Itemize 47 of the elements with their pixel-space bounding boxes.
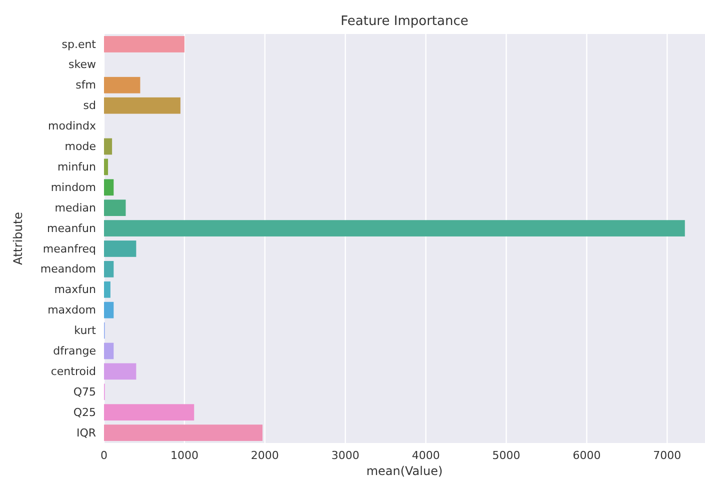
bar [104, 363, 136, 380]
x-tick-label: 3000 [331, 448, 360, 462]
x-tick-label: 6000 [572, 448, 601, 462]
y-tick-label: kurt [74, 324, 97, 338]
bar [104, 302, 114, 318]
y-tick-label: minfun [57, 160, 96, 174]
bar [104, 342, 114, 360]
y-tick-label: Q75 [73, 385, 96, 398]
y-tick-label: meandom [40, 262, 96, 276]
x-tick-label: 5000 [492, 448, 520, 462]
x-tick-label: 2000 [250, 448, 279, 462]
y-tick-label: mindom [50, 180, 96, 194]
bar [104, 281, 110, 298]
bar [104, 260, 114, 278]
bar [104, 240, 136, 257]
bar [104, 179, 114, 196]
y-tick-label: sd [83, 99, 96, 112]
bar [104, 404, 194, 421]
bar [104, 97, 180, 114]
y-tick-label: centroid [50, 364, 96, 378]
x-axis-title: mean(Value) [366, 464, 443, 478]
y-tick-label: mode [64, 140, 96, 153]
y-tick-label: skew [68, 58, 96, 72]
y-tick-label: sp.ent [62, 38, 97, 51]
y-tick-label: maxdom [48, 304, 96, 317]
y-tick-label: median [54, 201, 96, 214]
y-tick-label: meanfun [46, 222, 96, 235]
bar [104, 76, 140, 94]
y-tick-label: dfrange [53, 344, 96, 358]
bar [104, 200, 126, 216]
y-tick-label: IQR [76, 426, 96, 440]
bar [104, 424, 262, 441]
y-tick-label: sfm [76, 78, 96, 92]
chart-title: Feature Importance [340, 14, 468, 29]
bar [104, 138, 112, 155]
bar [104, 36, 184, 52]
x-tick-label: 7000 [653, 448, 682, 462]
y-tick-label: meanfreq [42, 242, 96, 256]
y-axis-title: Attribute [11, 212, 25, 265]
x-tick-label: 0 [100, 448, 108, 462]
y-tick-label: maxfun [54, 283, 96, 296]
bar [104, 158, 108, 176]
bar [104, 220, 685, 236]
x-tick-label: 4000 [412, 448, 440, 462]
y-tick-label: modindx [48, 120, 96, 133]
x-tick-label: 1000 [170, 448, 198, 462]
y-tick-label: Q25 [73, 406, 96, 419]
